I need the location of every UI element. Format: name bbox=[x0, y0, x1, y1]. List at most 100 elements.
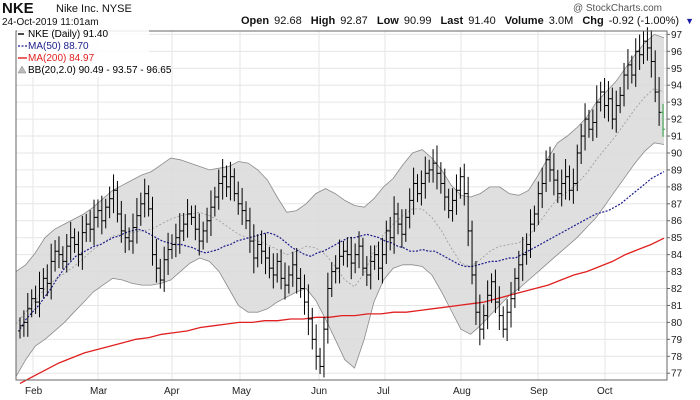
price-bar bbox=[228, 161, 233, 201]
ma50-line bbox=[19, 171, 665, 330]
price-bar bbox=[563, 158, 568, 200]
quote-datetime: 24-Oct-2019 11:01am bbox=[2, 17, 99, 28]
price-bar bbox=[18, 317, 22, 339]
y-tick-label: 83 bbox=[671, 267, 683, 278]
price-bar bbox=[614, 90, 619, 133]
price-bar bbox=[173, 223, 178, 258]
y-tick-label: 92 bbox=[671, 115, 683, 126]
price-bar bbox=[111, 174, 116, 214]
price-bar bbox=[403, 208, 408, 242]
price-bar bbox=[594, 85, 599, 138]
open-value: 92.68 bbox=[274, 15, 302, 27]
price-bar bbox=[341, 240, 346, 266]
price-bar bbox=[99, 195, 104, 235]
price-bar bbox=[154, 238, 159, 283]
price-bar bbox=[80, 215, 85, 270]
legend-ma50: MA(50) 88.70 bbox=[28, 41, 89, 52]
x-tick-label: Jun bbox=[311, 386, 327, 397]
price-bar bbox=[446, 188, 451, 219]
price-bar bbox=[150, 196, 155, 266]
price-bar bbox=[232, 168, 237, 202]
x-tick-label: Feb bbox=[25, 386, 43, 397]
price-bar bbox=[60, 246, 65, 270]
price-bar bbox=[201, 221, 206, 250]
price-bar bbox=[333, 255, 338, 284]
price-bar bbox=[360, 237, 365, 276]
price-bar bbox=[516, 250, 521, 292]
price-bar bbox=[466, 176, 471, 247]
price-bar bbox=[399, 209, 404, 248]
price-bar bbox=[411, 167, 416, 215]
price-bar bbox=[450, 188, 455, 222]
x-axis: Feb Mar Apr May Jun Jul Aug Sep Oct bbox=[25, 386, 613, 397]
price-bar bbox=[259, 230, 264, 264]
price-bar bbox=[610, 87, 615, 130]
y-tick-label: 95 bbox=[671, 64, 683, 75]
price-bar bbox=[337, 239, 342, 284]
price-bar bbox=[244, 201, 249, 230]
y-tick-label: 82 bbox=[671, 284, 683, 295]
y-tick-label: 94 bbox=[671, 81, 683, 92]
price-bar bbox=[212, 186, 217, 217]
price-bar bbox=[384, 220, 389, 264]
price-bar bbox=[294, 248, 299, 294]
price-bar bbox=[321, 317, 326, 378]
y-tick-label: 79 bbox=[671, 335, 683, 346]
price-bar bbox=[598, 81, 603, 112]
legend-bb-swatch bbox=[17, 65, 27, 74]
price-bar bbox=[567, 165, 572, 201]
high-value: 92.87 bbox=[340, 15, 368, 27]
last-value: 91.40 bbox=[468, 15, 496, 27]
y-tick-label: 77 bbox=[671, 369, 683, 380]
price-bar bbox=[442, 168, 447, 211]
price-bar bbox=[590, 109, 595, 142]
company-name: Nike Inc. NYSE bbox=[56, 3, 132, 15]
price-bar bbox=[275, 253, 280, 283]
low-value: 90.99 bbox=[403, 15, 432, 27]
price-bar bbox=[434, 145, 439, 190]
price-bar bbox=[134, 197, 139, 244]
price-bar bbox=[364, 256, 369, 286]
y-tick-label: 81 bbox=[671, 301, 683, 312]
legend-price: NKE (Daily) 91.40 bbox=[28, 29, 108, 40]
price-bar bbox=[489, 273, 494, 303]
price-bar bbox=[458, 167, 463, 199]
y-tick-label: 97 bbox=[671, 30, 683, 41]
price-bar bbox=[25, 293, 30, 337]
chevron-down-icon[interactable]: ▼ bbox=[685, 16, 694, 26]
price-bar bbox=[298, 268, 303, 298]
price-bar bbox=[485, 280, 490, 330]
price-bar bbox=[380, 237, 385, 284]
price-bar bbox=[138, 192, 143, 226]
price-bar bbox=[353, 243, 358, 274]
bollinger-bands bbox=[15, 33, 665, 377]
price-bar bbox=[56, 236, 61, 269]
price-bar bbox=[131, 213, 136, 254]
price-bar bbox=[653, 50, 658, 103]
price-bar bbox=[524, 233, 529, 265]
price-bar bbox=[415, 174, 420, 203]
price-bar bbox=[68, 221, 73, 261]
price-bar bbox=[372, 245, 377, 270]
y-tick-label: 86 bbox=[671, 216, 683, 227]
price-bar bbox=[497, 286, 502, 331]
x-tick-label: Oct bbox=[597, 386, 613, 397]
price-bar bbox=[551, 153, 556, 196]
price-bar bbox=[197, 213, 202, 256]
price-bar bbox=[528, 209, 533, 259]
price-bar bbox=[236, 181, 241, 215]
price-bar bbox=[641, 30, 646, 65]
price-bar bbox=[583, 103, 588, 151]
price-bar bbox=[103, 198, 108, 229]
y-tick-label: 89 bbox=[671, 165, 683, 176]
price-bar bbox=[279, 249, 284, 290]
price-bar bbox=[181, 212, 186, 242]
price-bar bbox=[473, 260, 478, 325]
price-bar bbox=[586, 109, 591, 138]
price-bar bbox=[571, 168, 576, 204]
price-bar bbox=[290, 251, 295, 287]
bb-upper-line bbox=[15, 33, 665, 272]
y-tick-label: 84 bbox=[671, 250, 683, 261]
quote-summary: Open 92.68 High 92.87 Low 90.99 Last 91.… bbox=[241, 15, 694, 27]
price-bar bbox=[501, 306, 506, 338]
